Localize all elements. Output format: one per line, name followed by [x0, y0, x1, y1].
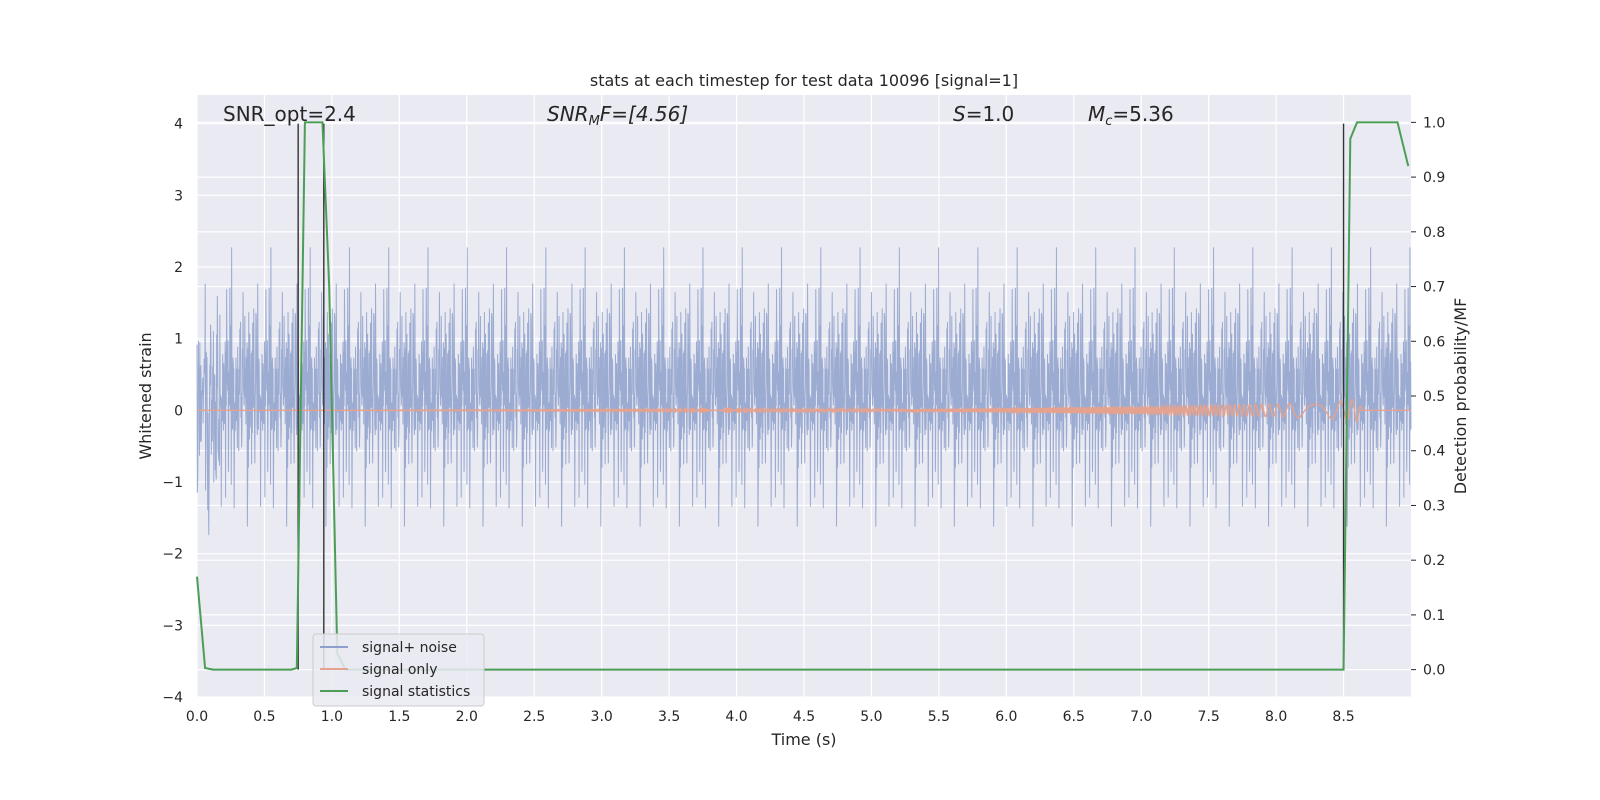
y-right-tick-label: 0.2: [1423, 553, 1445, 569]
legend-label-noise: signal+ noise: [362, 640, 457, 656]
annotation-s-val: =1.0: [966, 102, 1015, 126]
x-tick-label: 2.5: [523, 709, 545, 725]
annotation-s-var: S: [953, 102, 966, 126]
y-right-tick-label: 0.3: [1423, 498, 1445, 514]
x-tick-label: 2.0: [456, 709, 478, 725]
legend-label-signal: signal only: [362, 662, 437, 678]
x-tick-labels: 0.0 0.5 1.0 1.5 2.0 2.5 3.0 3.5 4.0 4.5 5.0 5.5 6.0 6…: [186, 709, 1355, 725]
x-tick-label: 0.0: [186, 709, 208, 725]
x-tick-label: 0.5: [253, 709, 275, 725]
y-right-tick-label: 0.4: [1423, 444, 1445, 460]
y-right-tick-label: 0.1: [1423, 608, 1445, 624]
annotation-mc: Mc=5.36: [1088, 102, 1174, 129]
line-signal-noise: [196, 247, 1412, 536]
y-tick-label: 1: [174, 332, 183, 348]
y-right-tick-label: 0.7: [1423, 280, 1445, 296]
annotation-s: S=1.0: [953, 102, 1014, 126]
y-tick-label: −4: [162, 690, 183, 706]
y-tick-label: −1: [162, 475, 183, 491]
y-right-tick-labels: 1.0 0.9 0.8 0.7 0.6 0.5 0.4 0.3 0.2 0.1 0.0: [1411, 115, 1445, 679]
line-signal-only: [197, 398, 1411, 423]
x-tick-label: 1.5: [388, 709, 410, 725]
legend-box: [312, 633, 485, 707]
x-tick-label: 4.0: [725, 709, 747, 725]
y-right-tick-label: 1.0: [1423, 115, 1445, 131]
annotation-snr-mf-sub: M: [589, 114, 600, 129]
x-tick-label: 3.0: [591, 709, 613, 725]
series-signal-only: [197, 398, 1411, 423]
x-tick-label: 8.5: [1332, 709, 1354, 725]
x-tick-label: 6.0: [995, 709, 1017, 725]
x-tick-label: 6.5: [1063, 709, 1085, 725]
y-right-tick-label: 0.0: [1423, 663, 1445, 679]
chart-title: stats at each timestep for test data 100…: [590, 71, 1018, 90]
y-right-tick-label: 0.9: [1423, 170, 1445, 186]
y-right-tick-label: 0.6: [1423, 334, 1445, 350]
y-right-tick-label: 0.8: [1423, 225, 1445, 241]
annotation-mc-var: M: [1088, 102, 1105, 126]
annotation-mc-val: =5.36: [1112, 102, 1173, 126]
annotation-snr-mf: SNRMF=[4.56]: [547, 102, 688, 129]
y-tick-label: 0: [174, 403, 183, 419]
y-tick-label: 2: [174, 260, 183, 276]
x-tick-label: 4.5: [793, 709, 815, 725]
line-signal-statistics: [196, 121, 1410, 671]
x-tick-label: 7.5: [1198, 709, 1220, 725]
annotation-snr-mf-rest: F=[4.56]: [600, 102, 688, 126]
legend: signal+ noise signal only signal statist…: [312, 633, 485, 707]
annotation-snr-opt: SNR_opt=2.4: [223, 102, 356, 126]
y-tick-label: 4: [174, 117, 183, 133]
series-signal-statistics: [196, 121, 1410, 671]
y-tick-labels: 4 3 2 1 0 −1 −2 −3 −4: [162, 117, 183, 706]
x-axis-label: Time (s): [770, 730, 836, 749]
annotation-mc-sub: c: [1105, 114, 1112, 129]
x-tick-label: 5.5: [928, 709, 950, 725]
x-tick-label: 3.5: [658, 709, 680, 725]
series-signal-noise: [196, 247, 1412, 536]
x-tick-label: 7.0: [1130, 709, 1152, 725]
x-tick-label: 1.0: [321, 709, 343, 725]
x-tick-label: 8.0: [1265, 709, 1287, 725]
annotation-snr-mf-var: SNR: [547, 102, 589, 126]
y-axis-label: Whitened strain: [136, 332, 155, 459]
legend-label-stats: signal statistics: [362, 684, 470, 700]
x-tick-label: 5.0: [860, 709, 882, 725]
y-tick-label: −2: [162, 547, 183, 563]
y-right-axis-label: Detection probability/MF: [1451, 298, 1470, 495]
y-tick-label: −3: [162, 618, 183, 634]
y-right-tick-label: 0.5: [1423, 389, 1445, 405]
y-tick-label: 3: [174, 188, 183, 204]
